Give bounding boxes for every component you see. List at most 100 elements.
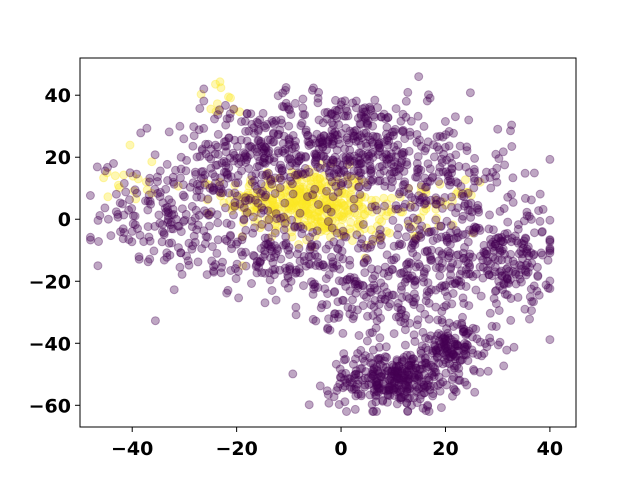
scatter-point-class-0	[502, 290, 512, 300]
scatter-point-class-0	[256, 179, 266, 189]
scatter-point-class-0	[463, 205, 473, 215]
scatter-point-class-0	[332, 172, 341, 182]
scatter-point-class-0	[324, 135, 333, 145]
scatter-point-class-0	[448, 279, 458, 289]
scatter-point-class-0	[479, 240, 489, 250]
scatter-point-class-1	[307, 242, 317, 252]
scatter-point-class-0	[367, 202, 377, 212]
scatter-point-class-0	[244, 142, 254, 152]
scatter-point-class-1	[416, 213, 426, 223]
scatter-point-class-0	[404, 189, 414, 199]
scatter-point-class-0	[470, 222, 479, 232]
scatter-point-class-0	[464, 301, 474, 311]
scatter-point-class-0	[85, 232, 95, 242]
scatter-point-class-0	[146, 199, 156, 209]
scatter-point-class-0	[291, 268, 301, 278]
scatter-point-class-0	[389, 391, 399, 400]
scatter-point-class-1	[240, 197, 250, 207]
scatter-point-class-0	[225, 230, 235, 240]
scatter-point-class-0	[316, 151, 326, 161]
scatter-point-class-0	[192, 179, 202, 189]
scatter-point-class-0	[416, 141, 426, 151]
scatter-point-class-1	[278, 213, 288, 223]
scatter-point-class-0	[400, 325, 410, 335]
scatter-point-class-0	[221, 136, 231, 146]
scatter-point-class-0	[255, 257, 265, 267]
scatter-point-class-0	[503, 234, 512, 244]
scatter-point-class-0	[213, 235, 223, 245]
scatter-point-class-1	[312, 205, 322, 215]
scatter-point-class-1	[441, 200, 450, 210]
scatter-point-class-0	[389, 167, 399, 177]
scatter-point-class-0	[160, 203, 170, 213]
scatter-point-class-0	[271, 116, 281, 126]
scatter-point-class-0	[484, 270, 494, 280]
scatter-point-class-0	[486, 240, 496, 249]
scatter-point-class-0	[349, 273, 359, 283]
scatter-point-class-1	[289, 198, 299, 208]
scatter-point-class-0	[435, 197, 445, 207]
scatter-point-class-0	[365, 390, 375, 400]
scatter-point-class-1	[377, 207, 387, 217]
scatter-point-class-0	[351, 279, 360, 289]
scatter-point-class-1	[335, 189, 345, 199]
scatter-point-class-1	[202, 195, 212, 205]
scatter-point-class-1	[310, 167, 319, 177]
scatter-point-class-0	[298, 103, 308, 113]
scatter-point-class-0	[322, 158, 332, 168]
scatter-point-class-0	[270, 189, 280, 198]
scatter-point-class-1	[297, 200, 307, 209]
scatter-point-class-0	[440, 117, 450, 126]
scatter-point-class-0	[231, 178, 241, 188]
scatter-point-class-0	[194, 125, 204, 135]
scatter-point-class-0	[381, 362, 391, 372]
scatter-point-class-0	[271, 209, 281, 219]
scatter-point-class-0	[417, 382, 427, 392]
scatter-point-class-0	[345, 155, 355, 165]
scatter-point-class-0	[409, 236, 419, 246]
scatter-point-class-0	[405, 318, 415, 328]
scatter-point-class-0	[443, 346, 453, 356]
scatter-point-class-0	[269, 252, 279, 262]
scatter-point-class-1	[270, 202, 280, 212]
scatter-point-class-0	[515, 274, 525, 284]
scatter-point-class-1	[368, 236, 378, 246]
scatter-point-class-0	[178, 190, 188, 200]
scatter-point-class-0	[415, 262, 425, 272]
scatter-point-class-1	[292, 201, 302, 211]
scatter-point-class-0	[435, 162, 445, 172]
scatter-point-class-0	[130, 220, 140, 230]
scatter-point-class-0	[352, 159, 362, 169]
scatter-point-class-0	[354, 182, 364, 192]
scatter-point-class-0	[469, 365, 478, 374]
scatter-point-class-0	[368, 147, 378, 157]
scatter-point-class-1	[300, 192, 310, 202]
scatter-point-class-0	[179, 134, 189, 144]
scatter-point-class-1	[354, 177, 364, 186]
scatter-point-class-0	[414, 372, 424, 382]
scatter-point-class-1	[353, 199, 363, 209]
scatter-point-class-0	[519, 216, 529, 226]
scatter-point-class-0	[455, 269, 465, 279]
scatter-point-class-0	[314, 144, 324, 154]
scatter-point-class-0	[365, 135, 375, 145]
scatter-point-class-0	[361, 107, 370, 117]
scatter-point-class-0	[449, 339, 459, 349]
scatter-point-class-1	[321, 189, 330, 199]
scatter-point-class-0	[387, 366, 397, 376]
scatter-point-class-0	[394, 380, 404, 390]
scatter-point-class-0	[332, 228, 342, 238]
scatter-point-class-0	[327, 177, 337, 187]
scatter-point-class-1	[260, 181, 270, 191]
scatter-point-class-0	[439, 341, 449, 351]
scatter-point-class-0	[543, 283, 553, 293]
scatter-point-class-0	[391, 152, 401, 162]
scatter-point-class-0	[135, 230, 145, 240]
scatter-point-class-1	[230, 180, 240, 190]
scatter-point-class-0	[390, 370, 400, 380]
scatter-point-class-0	[208, 185, 218, 195]
scatter-point-class-0	[426, 254, 436, 264]
plot-frame	[79, 57, 577, 428]
scatter-point-class-0	[443, 331, 453, 341]
scatter-point-class-0	[445, 239, 455, 249]
